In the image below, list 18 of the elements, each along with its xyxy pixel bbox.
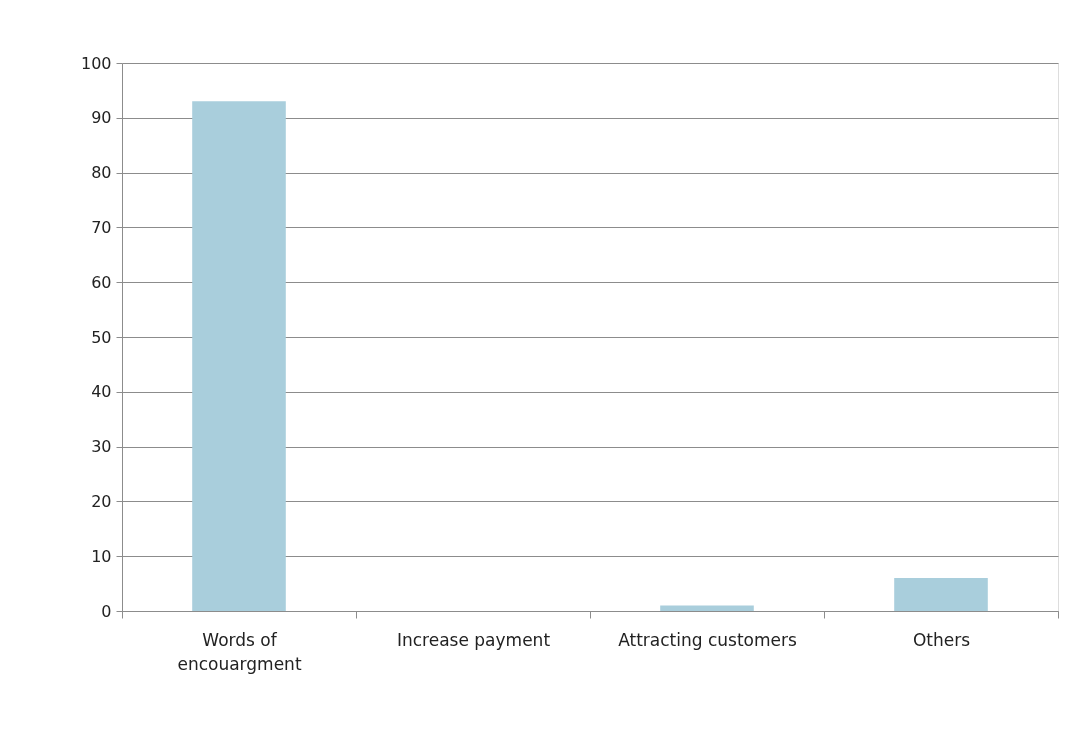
bar: [192, 101, 286, 611]
y-tick-label: 40: [91, 382, 112, 402]
y-tick-label: 60: [91, 272, 112, 292]
x-tick-label: Increase payment: [396, 629, 551, 650]
x-tick-label: Words of encouargment: [177, 629, 302, 674]
y-tick-label: 80: [91, 163, 112, 183]
y-tick-label: 20: [91, 491, 112, 511]
y-tick-label: 90: [91, 108, 112, 128]
bar: [894, 578, 988, 611]
y-tick-label: 50: [91, 327, 112, 347]
y-tick-label: 70: [91, 217, 112, 237]
y-tick-label: 0: [101, 601, 112, 621]
y-tick-label: 10: [91, 546, 112, 566]
x-tick-label: Others: [912, 629, 971, 650]
bar: [660, 605, 754, 611]
y-tick-label: 100: [80, 53, 112, 73]
x-tick-label: Attracting customers: [618, 629, 797, 650]
y-tick-label: 30: [91, 437, 112, 457]
